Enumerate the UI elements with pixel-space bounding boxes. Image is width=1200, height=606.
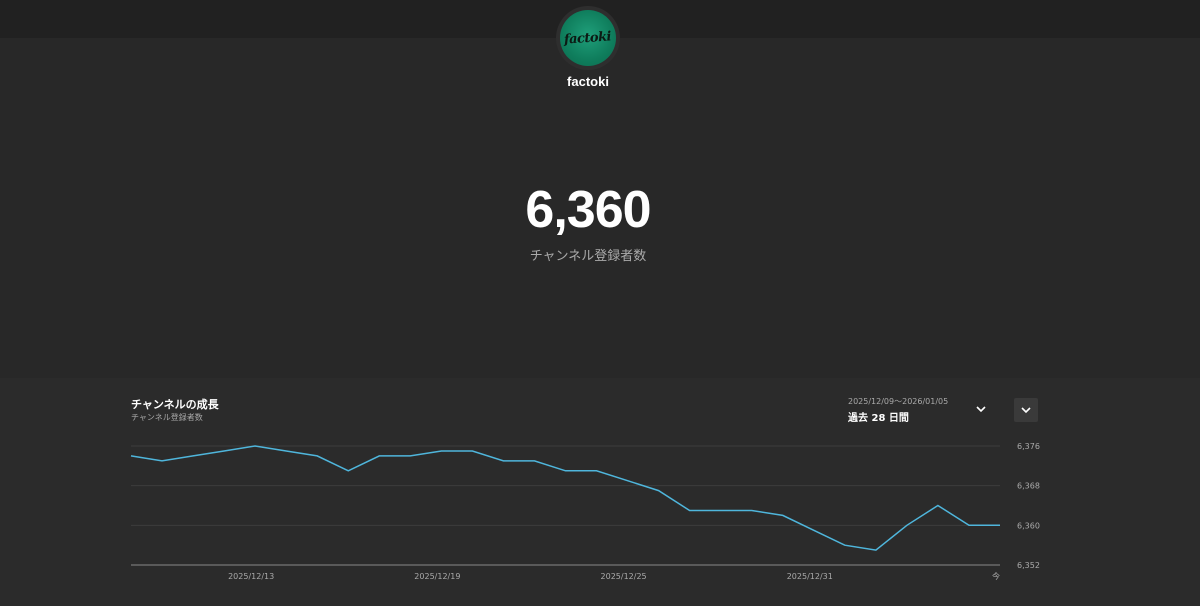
x-tick-label: 2025/12/31 xyxy=(787,572,833,581)
growth-chart: 6,376 6,368 6,360 6,352 2025/12/13 2025/12/19… xyxy=(130,442,1040,581)
subscriber-label: チャンネル登録者数 xyxy=(529,249,647,264)
y-tick-label: 6,360 xyxy=(1017,521,1040,530)
y-tick-label: 6,376 xyxy=(1017,442,1040,451)
subscriber-count: 6,360 xyxy=(525,181,651,239)
avatar-logo: factoki xyxy=(564,28,612,48)
x-tick-label: 今 xyxy=(992,571,1000,581)
series-line xyxy=(130,445,1000,551)
growth-panel: チャンネルの成長 チャンネル登録者数 2025/12/09〜2026/01/05… xyxy=(0,378,1200,606)
y-tick-label: 6,352 xyxy=(1017,561,1040,570)
y-tick-label: 6,368 xyxy=(1017,482,1040,491)
avatar[interactable]: factoki xyxy=(560,10,616,66)
date-range-text: 2025/12/09〜2026/01/05 xyxy=(848,397,949,406)
date-range-selector[interactable]: 2025/12/09〜2026/01/05 過去 28 日間 xyxy=(848,394,998,424)
x-tick-label: 2025/12/25 xyxy=(601,572,647,581)
chevron-down-icon xyxy=(976,406,986,413)
period-label: 過去 28 日間 xyxy=(848,413,909,424)
collapse-panel-button[interactable] xyxy=(1014,398,1038,422)
growth-panel-subtitle: チャンネル登録者数 xyxy=(131,413,203,422)
avatar-container: factoki xyxy=(556,6,620,70)
growth-panel-title: チャンネルの成長 xyxy=(131,398,219,411)
channel-name: factoki xyxy=(567,74,609,89)
x-tick-label: 2025/12/19 xyxy=(414,572,460,581)
x-tick-label: 2025/12/13 xyxy=(228,572,274,581)
chevron-down-icon xyxy=(1021,407,1031,414)
